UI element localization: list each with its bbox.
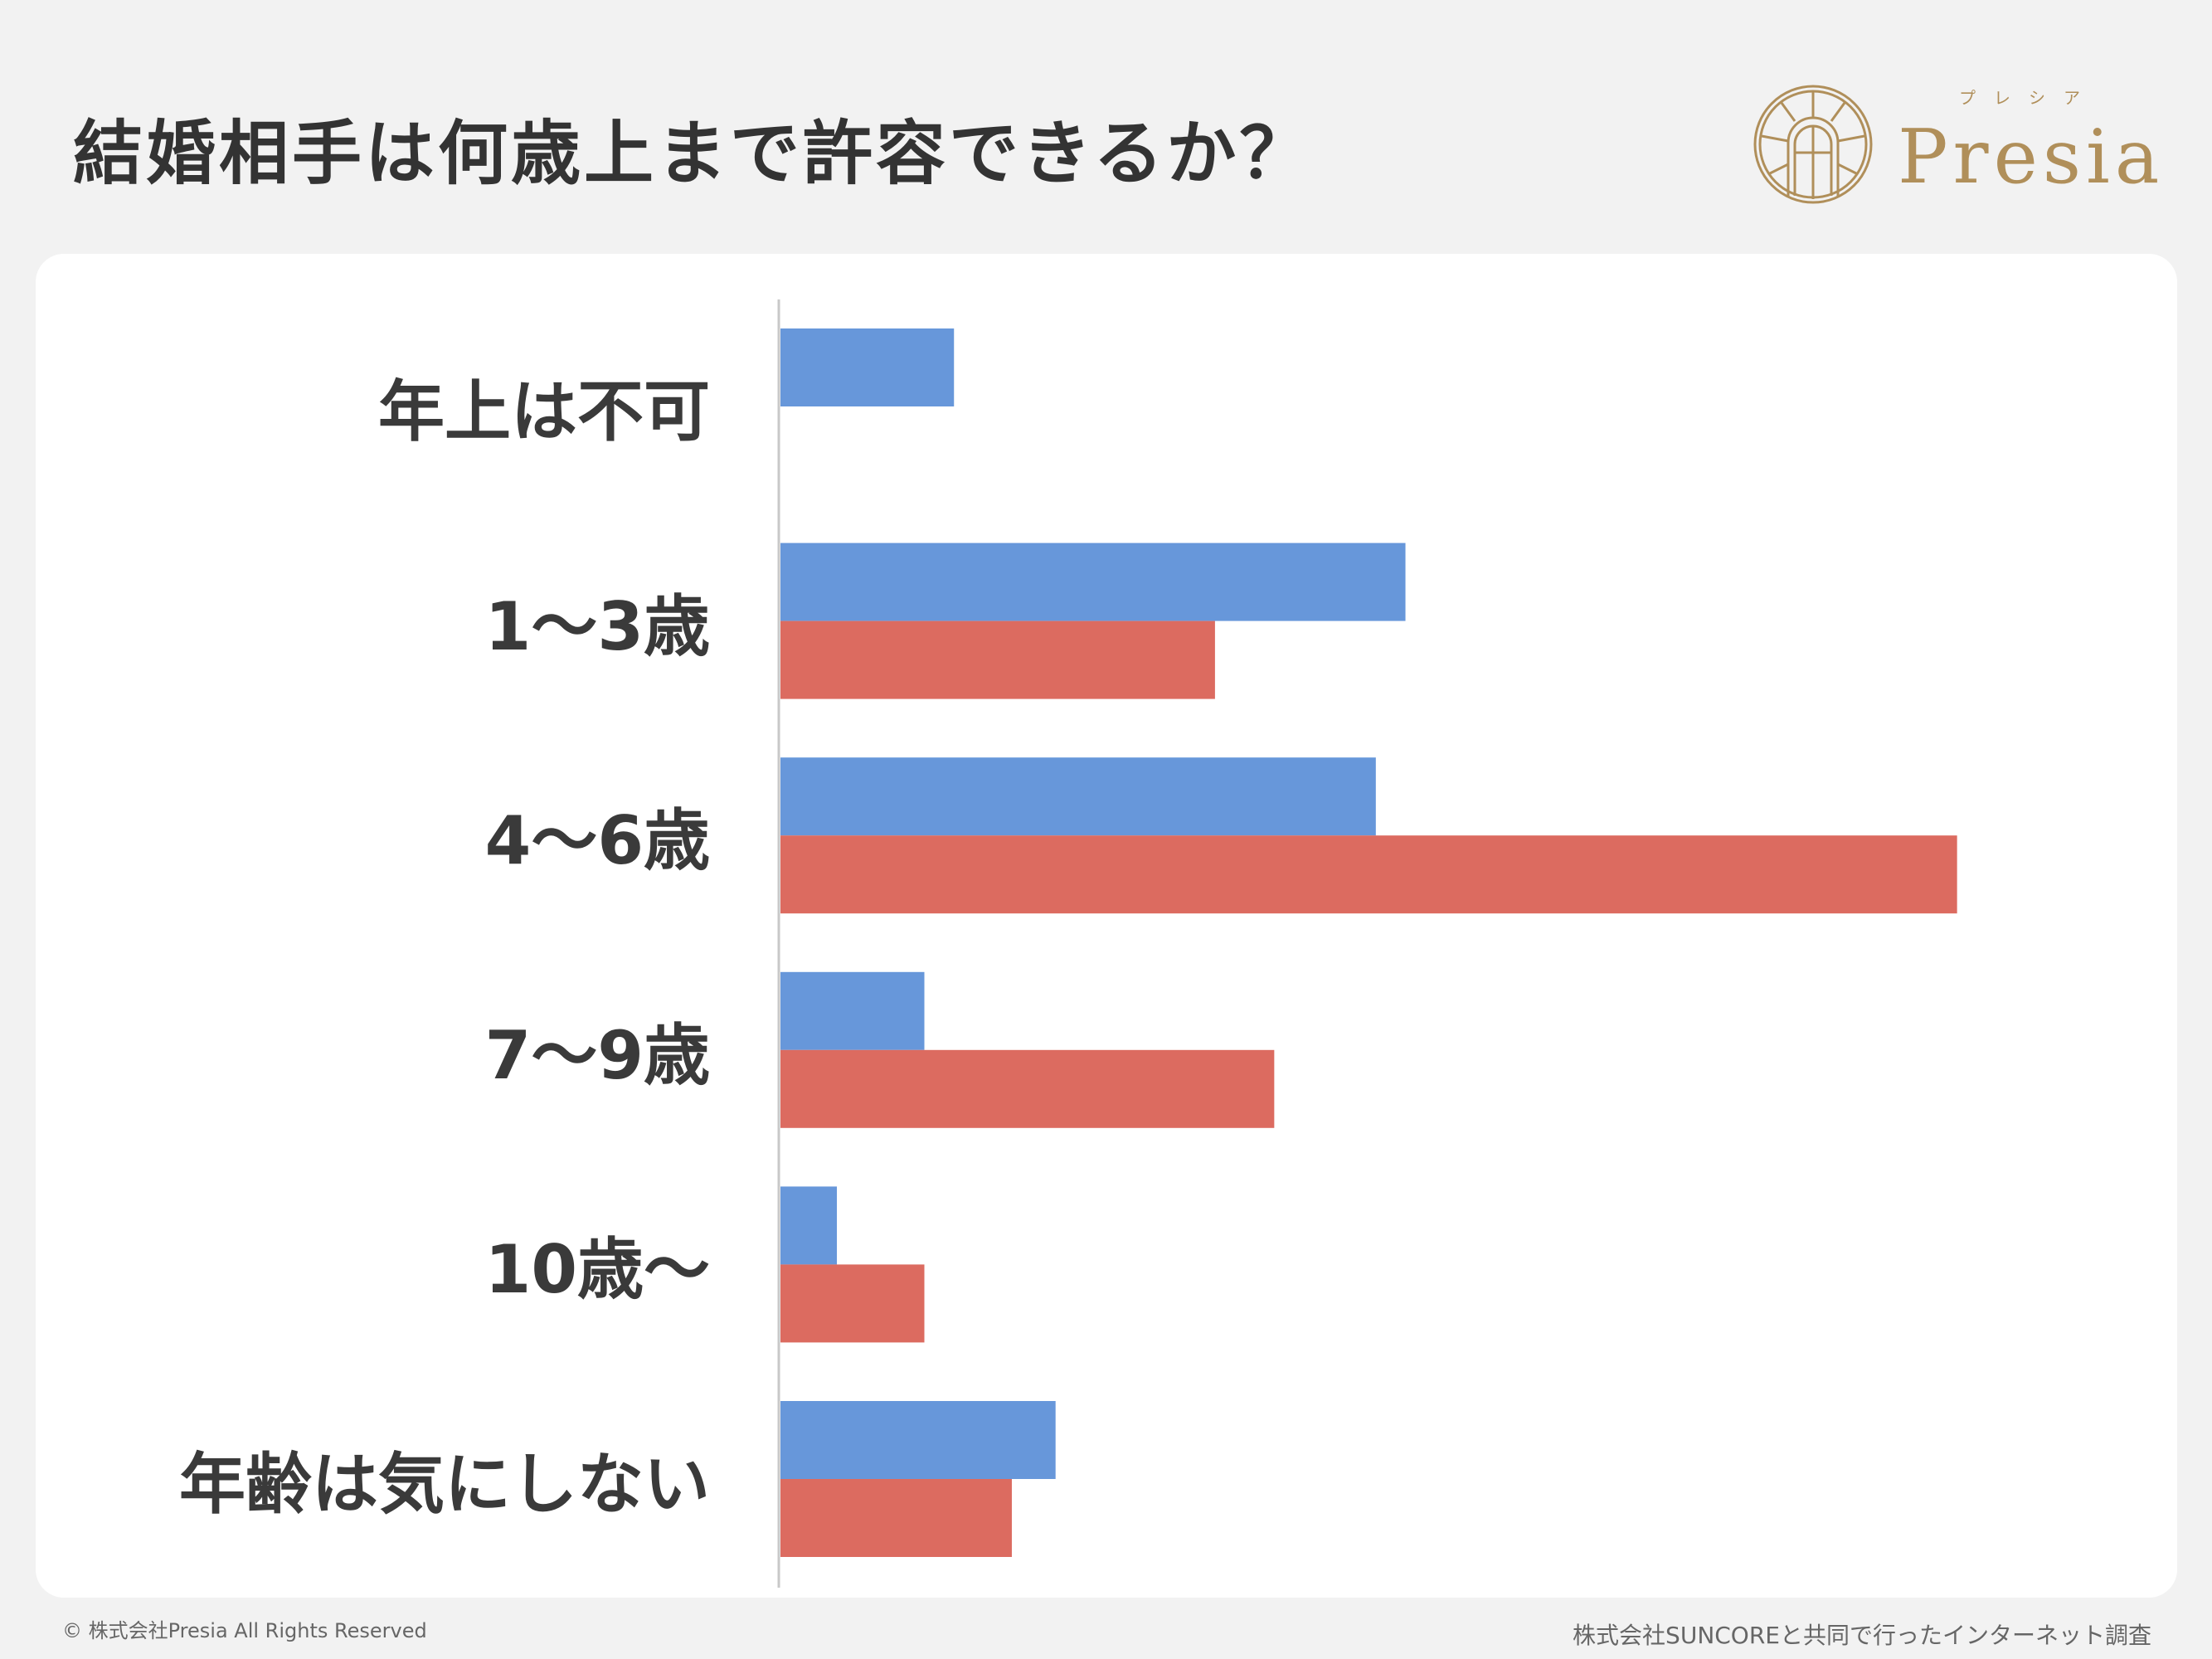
bar-series2-4 (780, 1049, 1275, 1128)
survey-source-text: 株式会社SUNCOREと共同で行ったインターネット調査 (1573, 1622, 2151, 1649)
bar-series1-6 (780, 1401, 1056, 1479)
bar-series1-4 (780, 971, 925, 1050)
bar-series1-5 (780, 1186, 838, 1265)
logo-kana: プレシア (1959, 88, 2098, 108)
page-title: 結婚相手は何歳上まで許容できるか？ (73, 113, 1313, 194)
copyright-text: © 株式会社Presia All Rights Reserved (62, 1619, 427, 1642)
bar-series1-1 (780, 328, 955, 406)
category-label: 1〜3歳 (484, 587, 710, 665)
bar-series2-3 (780, 835, 1957, 914)
bar-series2-2 (780, 620, 1215, 699)
category-label: 10歳〜 (484, 1231, 710, 1309)
logo-wordmark: Presia (1898, 114, 2165, 201)
category-label: 年齢は気にしない (179, 1446, 710, 1523)
bar-series2-6 (780, 1479, 1012, 1557)
presia-logo: プレシア Presia (1752, 83, 2208, 207)
category-label: 7〜9歳 (484, 1016, 710, 1094)
chart-card (36, 254, 2177, 1598)
category-label: 4〜6歳 (484, 802, 710, 880)
bar-series2-5 (780, 1264, 925, 1343)
bar-series1-2 (780, 542, 1406, 621)
bar-series1-3 (780, 757, 1376, 836)
category-label: 年上は不可 (378, 373, 710, 450)
arched-window-logo-icon (1753, 85, 1873, 204)
